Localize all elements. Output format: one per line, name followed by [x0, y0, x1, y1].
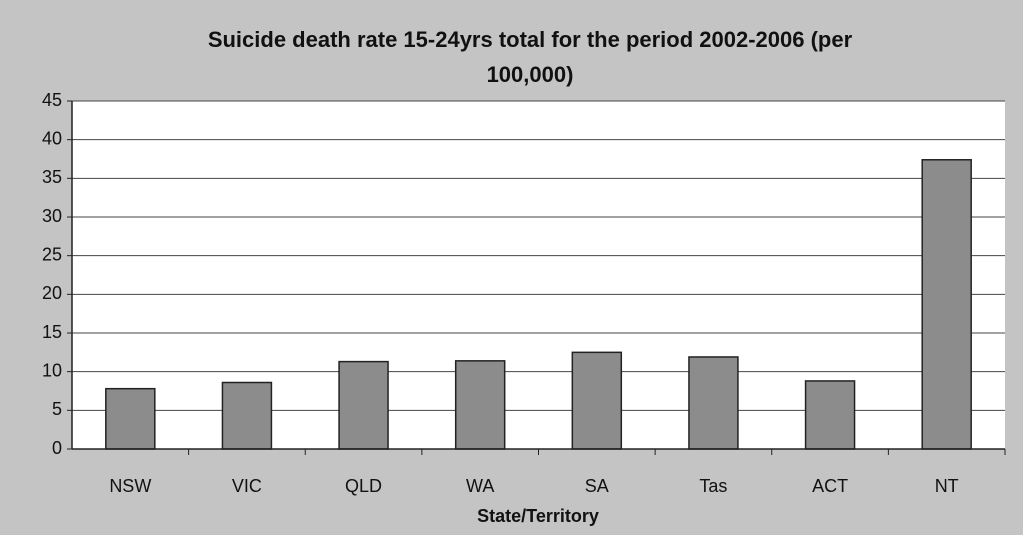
bar [688, 356, 739, 450]
bar [454, 360, 506, 450]
y-tick-label: 45 [42, 90, 62, 110]
y-tick-label: 30 [42, 206, 62, 226]
bar [105, 387, 156, 450]
y-tick-label: 20 [42, 283, 62, 303]
x-tick-label: QLD [345, 476, 382, 496]
plot-area [72, 101, 1005, 449]
bar [804, 380, 856, 450]
y-tick-label: 0 [52, 438, 62, 458]
x-tick-label: NSW [109, 476, 151, 496]
y-tick-label: 40 [42, 128, 62, 148]
y-tick-label: 25 [42, 244, 62, 264]
x-tick-label: NT [935, 476, 959, 496]
x-tick-label: Tas [699, 476, 727, 496]
y-tick-label: 35 [42, 167, 62, 187]
bar [221, 381, 273, 450]
y-tick-label: 10 [42, 360, 62, 380]
x-tick-label: VIC [232, 476, 262, 496]
chart-title: Suicide death rate 15-24yrs total for th… [207, 27, 853, 87]
x-axis-label: State/Territory [477, 506, 599, 526]
bar [338, 360, 389, 450]
x-tick-label: SA [585, 476, 609, 496]
x-tick-label: WA [466, 476, 494, 496]
bar [571, 351, 623, 450]
y-tick-label: 5 [52, 399, 62, 419]
y-tick-label: 15 [42, 322, 62, 342]
x-tick-label: ACT [812, 476, 848, 496]
bar [921, 159, 972, 450]
